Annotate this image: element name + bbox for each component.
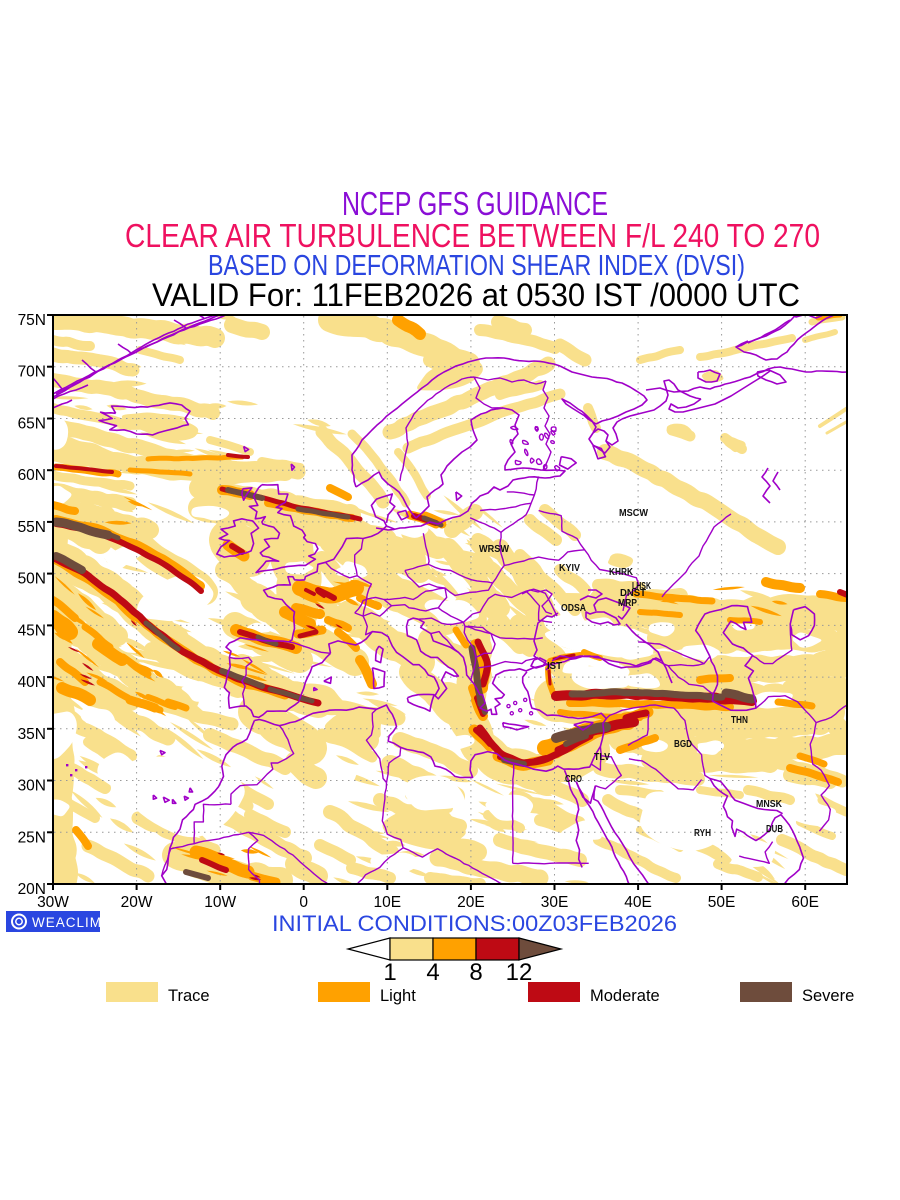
svg-text:70N: 70N	[18, 364, 46, 381]
svg-text:WEACLIM: WEACLIM	[32, 915, 102, 930]
svg-text:65N: 65N	[18, 416, 46, 433]
svg-text:KYIV: KYIV	[559, 562, 580, 574]
svg-text:30N: 30N	[18, 778, 46, 795]
svg-text:20E: 20E	[457, 894, 485, 911]
svg-text:TLV: TLV	[594, 751, 610, 763]
svg-text:20W: 20W	[121, 894, 153, 911]
svg-text:Severe: Severe	[802, 987, 854, 1005]
svg-text:THN: THN	[731, 714, 748, 726]
svg-text:NCEP GFS GUIDANCE: NCEP GFS GUIDANCE	[342, 185, 608, 222]
svg-text:12: 12	[506, 959, 533, 986]
svg-text:25N: 25N	[18, 829, 46, 846]
svg-text:4: 4	[426, 959, 439, 986]
svg-text:1: 1	[383, 959, 396, 986]
svg-text:40N: 40N	[18, 674, 46, 691]
svg-text:55N: 55N	[18, 519, 46, 536]
svg-text:75N: 75N	[18, 312, 46, 329]
svg-text:0: 0	[299, 894, 308, 911]
svg-text:50E: 50E	[708, 894, 736, 911]
svg-text:KHRK: KHRK	[609, 566, 633, 578]
svg-text:35N: 35N	[18, 726, 46, 743]
svg-text:Moderate: Moderate	[590, 987, 660, 1005]
svg-text:RYH: RYH	[694, 827, 711, 839]
svg-text:40E: 40E	[624, 894, 652, 911]
svg-text:30W: 30W	[37, 894, 69, 911]
svg-text:45N: 45N	[18, 622, 46, 639]
svg-text:LHSK: LHSK	[632, 580, 651, 592]
svg-text:20N: 20N	[18, 881, 46, 898]
svg-text:8: 8	[469, 959, 482, 986]
svg-text:DNST: DNST	[620, 587, 647, 599]
svg-text:10E: 10E	[374, 894, 402, 911]
svg-text:VALID For: 11FEB2026 at 0530 I: VALID For: 11FEB2026 at 0530 IST /0000 U…	[152, 277, 800, 313]
svg-text:50N: 50N	[18, 571, 46, 588]
svg-text:60E: 60E	[791, 894, 819, 911]
svg-text:ODSA: ODSA	[561, 602, 586, 614]
svg-text:MSCW: MSCW	[619, 507, 648, 519]
svg-text:BGD: BGD	[674, 738, 692, 750]
svg-text:IST: IST	[547, 660, 563, 672]
svg-text:60N: 60N	[18, 467, 46, 484]
svg-text:CLEAR AIR TURBULENCE BETWEEN F: CLEAR AIR TURBULENCE BETWEEN F/L 240 TO …	[125, 217, 820, 254]
svg-text:BASED ON DEFORMATION SHEAR IND: BASED ON DEFORMATION SHEAR INDEX (DVSI)	[208, 250, 745, 282]
svg-text:10W: 10W	[204, 894, 236, 911]
svg-text:Light: Light	[380, 987, 416, 1005]
svg-text:30E: 30E	[541, 894, 569, 911]
svg-text:INITIAL CONDITIONS:00Z03FEB202: INITIAL CONDITIONS:00Z03FEB2026	[272, 911, 677, 936]
svg-text:MRP: MRP	[618, 597, 637, 609]
svg-text:Trace: Trace	[168, 987, 210, 1005]
svg-text:WRSW: WRSW	[479, 543, 509, 555]
svg-text:MNSK: MNSK	[756, 798, 782, 810]
svg-text:DUB: DUB	[766, 823, 783, 835]
svg-text:CRO: CRO	[565, 773, 582, 785]
